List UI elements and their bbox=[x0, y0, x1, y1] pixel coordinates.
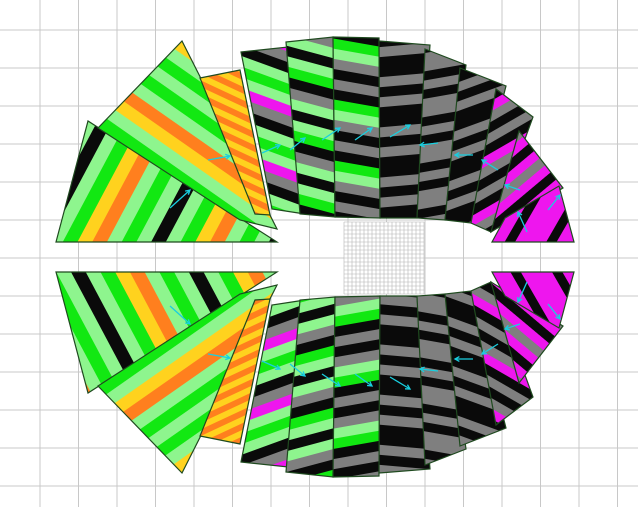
flow-arrow-icon bbox=[289, 137, 307, 151]
flow-arrow-icon bbox=[389, 376, 412, 390]
upper-fan-panel-12 bbox=[490, 185, 575, 243]
flow-arrow-icon bbox=[503, 323, 521, 331]
lower-fan-panel-3 bbox=[199, 298, 271, 445]
flow-arrow-icon bbox=[169, 189, 192, 209]
central-mesh-patch bbox=[343, 221, 425, 295]
flow-arrow-icon bbox=[453, 356, 473, 362]
flow-arrow-icon bbox=[169, 305, 192, 325]
flow-arrow-icon bbox=[354, 127, 374, 141]
upper-fan-panel-3 bbox=[199, 69, 271, 216]
flow-arrow-icon bbox=[321, 127, 342, 141]
lower-fan-panel-2 bbox=[97, 284, 279, 475]
upper-fan-panel-2 bbox=[97, 39, 279, 230]
flow-arrow-icon bbox=[389, 124, 412, 138]
flow-arrow-icon bbox=[289, 363, 307, 377]
flow-arrow-icon bbox=[480, 343, 499, 355]
flow-arrow-icon bbox=[207, 153, 232, 161]
flow-arrow-icon bbox=[418, 366, 439, 373]
flow-arrow-icon bbox=[418, 141, 439, 148]
flow-arrow-icon bbox=[503, 183, 521, 191]
flow-arrow-icon bbox=[547, 193, 561, 211]
flow-arrow-icon bbox=[516, 210, 528, 233]
flow-arrow-icon bbox=[547, 303, 561, 321]
flow-arrow-icon bbox=[480, 159, 499, 171]
lower-fan-panel-12 bbox=[490, 271, 575, 329]
flow-arrow-icon bbox=[207, 353, 232, 361]
flow-arrow-icon bbox=[261, 360, 282, 371]
flow-arrow-icon bbox=[516, 281, 528, 304]
upper-fan bbox=[55, 36, 575, 243]
flow-arrow-icon bbox=[354, 373, 374, 387]
flow-arrows bbox=[169, 124, 561, 390]
flow-arrow-icon bbox=[453, 152, 473, 158]
flow-arrow-icon bbox=[261, 143, 282, 154]
lower-fan bbox=[55, 271, 575, 478]
flow-arrow-icon bbox=[321, 373, 342, 387]
